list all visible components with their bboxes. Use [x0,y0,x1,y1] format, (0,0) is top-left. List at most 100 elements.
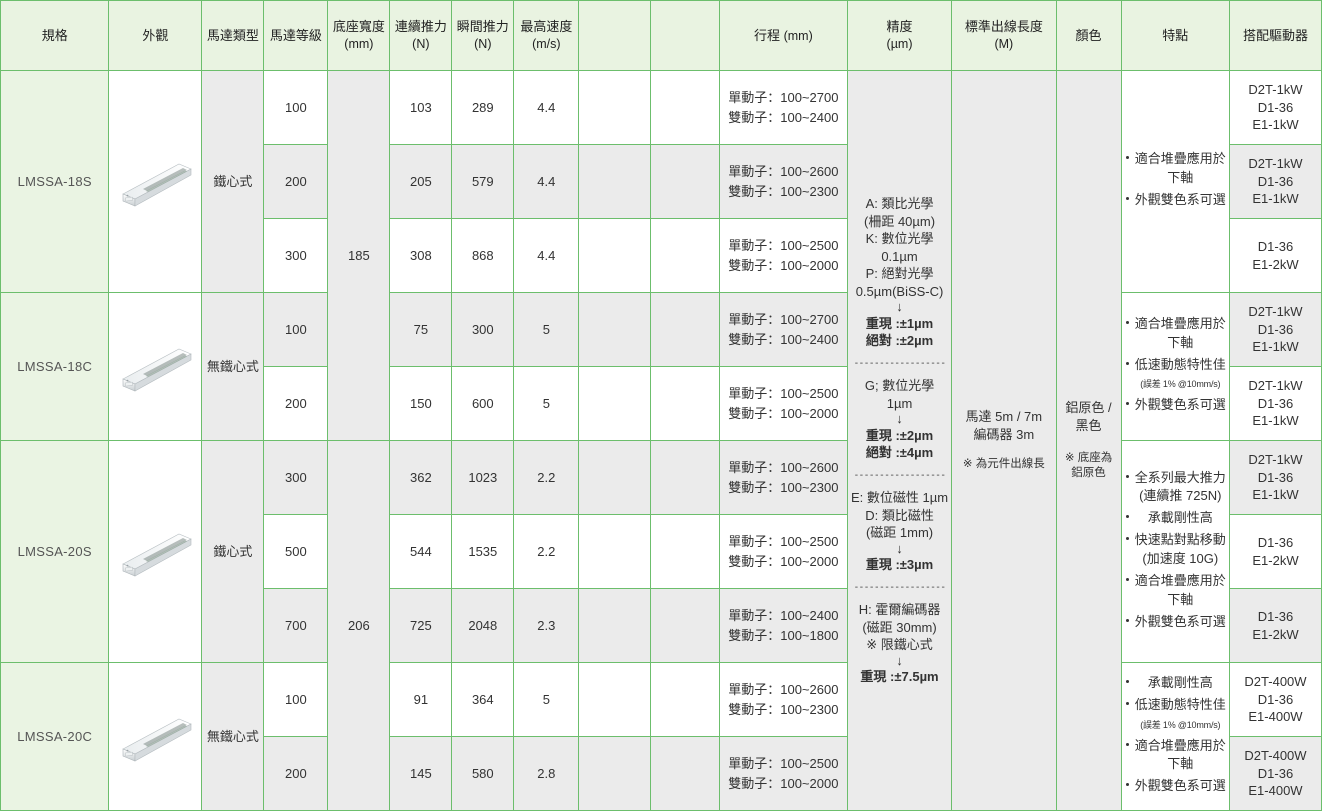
feature-item: 快速點對點移動(加速度 10G) [1125,531,1226,569]
feature-item: 外觀雙色系可選 [1125,777,1226,796]
stroke-cell: 單動子：100~2400 雙動子：100~1800 [718,588,848,663]
driver-cell: D1-36 E1-2kW [1229,218,1322,293]
driver-model: E1-1kW [1252,339,1299,355]
column-header-label: 規格 [41,27,68,43]
column-header-feature: 特點 [1120,0,1231,71]
driver-model: D2T-1kW [1248,378,1303,394]
stroke-single-slider: 單動子：100~2400 [728,608,839,623]
continuous-force-cell: 205 [389,144,453,219]
driver-cell: D2T-1kW D1-36 E1-1kW [1229,440,1322,515]
table-body: LMSSA-18S 鐵心式 100 185 103 289 4.4 單動子：100~2700 雙… [0,70,1322,811]
accuracy-arrow-icon: ↓ [896,652,903,668]
peak-force-cell: 600 [451,366,515,441]
product-photo-cell [108,70,203,293]
column-header-blank2 [649,0,720,71]
motor-type-cell: 無鐵心式 [201,292,265,441]
driver-cell: D1-36 E1-2kW [1229,514,1322,589]
header-row: 規格 外觀 馬達類型 馬達等級 底座寬度 (mm) 連續推力 (N) 瞬間推力 (N) 最高速度 (m… [0,0,1322,71]
table-row: 300 308 868 4.4 單動子：100~2500 雙動子：100~2000 D1-3… [1,218,1322,293]
cable-line-2: 編碼器 3m [973,426,1035,442]
column-header-unit: (µm) [886,36,913,51]
driver-cell: D2T-1kW D1-36 E1-1kW [1229,70,1322,145]
motor-grade-cell: 700 [263,588,329,663]
driver-model: D2T-1kW [1248,82,1303,98]
driver-model: D2T-400W [1244,748,1307,764]
column-header-stroke: 行程 (mm) [718,0,848,71]
stroke-double-slider: 雙動子：100~2000 [728,257,839,273]
blank-cell-2 [649,514,720,589]
column-header-label: 馬達類型 [206,27,259,43]
peak-force-cell: 300 [451,292,515,367]
stroke-single-slider: 單動子：100~2500 [728,756,839,771]
accuracy-separator: - - - - - - - - - - - - - - - - - - [854,469,945,481]
driver-model: E1-2kW [1252,626,1299,642]
features-cell: 全系列最大推力(連續推 725N) 承載剛性高 快速點對點移動(加速度 10G) 適合… [1120,440,1231,663]
column-header-mgrade: 馬達等級 [263,0,329,71]
accuracy-block: E: 數位磁性 1µm D: 類比磁性 (磁距 1mm) ↓ 重現 :±3µm [851,489,948,573]
accuracy-line: (柵距 40µm) [864,213,936,229]
max-speed-cell: 4.4 [513,144,580,219]
accuracy-line: A: 類比光學 [865,196,934,212]
column-header-basewidth: 底座寬度 (mm) [327,0,391,71]
driver-model: E1-1kW [1252,413,1299,429]
accuracy-block: A: 類比光學 (柵距 40µm) K: 數位光學 0.1µm P: 絕對光學 0.5µ… [851,195,948,350]
blank-cell-2 [649,292,720,367]
column-header-accuracy: 精度 (µm) [846,0,953,71]
accuracy-result: 重現 :±3µm [865,557,934,573]
accuracy-line: 0.5µm(BiSS-C) [855,283,944,299]
column-header-label: 底座寬度 [332,19,385,35]
stroke-single-slider: 單動子：100~2600 [728,682,839,697]
stroke-cell: 單動子：100~2500 雙動子：100~2000 [718,218,848,293]
blank-cell-1 [578,736,651,811]
cable-note: ※ 為元件出線長 [962,458,1045,471]
column-header-label: 行程 [753,27,780,43]
column-header-model: 規格 [0,0,110,71]
blank-cell-2 [649,366,720,441]
table-header: 規格 外觀 馬達類型 馬達等級 底座寬度 (mm) 連續推力 (N) 瞬間推力 (N) 最高速度 (m… [0,0,1322,71]
stroke-single-slider: 單動子：100~2700 [728,90,839,105]
blank-cell-1 [578,144,651,219]
max-speed-cell: 2.3 [513,588,580,663]
stroke-double-slider: 雙動子：100~2000 [728,553,839,569]
blank-cell-1 [578,588,651,663]
column-header-label: 馬達等級 [269,27,322,43]
feature-item: 外觀雙色系可選 [1125,396,1226,415]
feature-item: 外觀雙色系可選 [1125,613,1226,632]
model-name-cell: LMSSA-18C [0,292,110,441]
column-header-label: 連續推力 [394,19,447,35]
blank-cell-2 [649,662,720,737]
accuracy-result: 絕對 :±2µm [865,333,934,349]
features-cell: 承載剛性高 低速動態特性佳 (誤差 1% @10mm/s) 適合堆疊應用於下軸 外觀雙色… [1120,662,1231,811]
cable-line-1: 馬達 5m / 7m [965,409,1043,425]
color-cell: 鋁原色 / 黑色 ※ 底座為鋁原色 [1055,70,1122,811]
accuracy-line: ※ 限鐵心式 [866,637,933,653]
continuous-force-cell: 75 [389,292,453,367]
driver-model: D2T-1kW [1248,452,1303,468]
column-header-maxspeed: 最高速度 (m/s) [513,0,580,71]
stroke-cell: 單動子：100~2500 雙動子：100~2000 [718,514,848,589]
peak-force-cell: 289 [451,70,515,145]
column-header-mtype: 馬達類型 [201,0,265,71]
feature-item: 低速動態特性佳 (誤差 1% @10mm/s) [1125,356,1226,394]
column-header-peakforce: 瞬間推力 (N) [451,0,515,71]
stroke-double-slider: 雙動子：100~2400 [728,331,839,347]
feature-item: 適合堆疊應用於下軸 [1125,150,1226,188]
feature-item: 低速動態特性佳 (誤差 1% @10mm/s) [1125,696,1226,734]
accuracy-line: G; 數位光學 1µm [864,378,935,411]
model-name-cell: LMSSA-18S [0,70,110,293]
feature-note: (誤差 1% @10mm/s) [1140,379,1221,390]
blank-cell-1 [578,514,651,589]
blank-cell-2 [649,218,720,293]
driver-cell: D1-36 E1-2kW [1229,588,1322,663]
accuracy-result: 重現 :±7.5µm [860,669,939,685]
column-header-unit: (mm) [344,36,374,51]
accuracy-block: G; 數位光學 1µm ↓ 重現 :±2µm 絕對 :±4µm [851,377,948,461]
column-header-cable: 標準出線長度 (M) [951,0,1057,71]
driver-model: D1-36 [1257,395,1294,411]
accuracy-line: D: 類比磁性 [865,507,934,523]
motor-type-cell: 無鐵心式 [201,662,265,811]
linear-actuator-photo-icon [112,509,198,595]
continuous-force-cell: 150 [389,366,453,441]
stroke-double-slider: 雙動子：100~1800 [728,627,839,643]
accuracy-result: 重現 :±2µm [865,427,934,443]
